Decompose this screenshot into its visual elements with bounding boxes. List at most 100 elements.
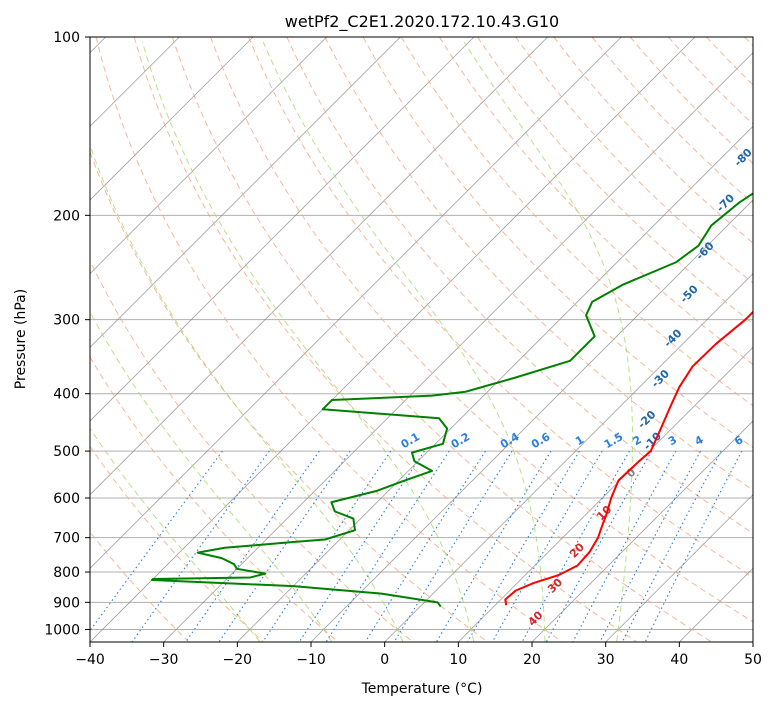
dry-adiabat-line: [706, 37, 753, 86]
mixing-ratio-line: [572, 450, 677, 642]
mixing-ratio-line: [185, 450, 320, 642]
dry-adiabat-line: [248, 37, 753, 578]
y-tick-label: 600: [53, 491, 80, 507]
mixing-ratio-line: [131, 450, 270, 642]
mixing-ratio-label: 8: [759, 433, 772, 448]
isotherm-line: [605, 494, 753, 642]
y-tick-label: 100: [53, 30, 80, 46]
dry-adiabat-line: [400, 37, 753, 407]
temperature-profile-line: [504, 310, 753, 606]
dry-adiabat-line: [324, 37, 753, 491]
adiabat-label: 40: [526, 608, 546, 628]
adiabat-label: -20: [635, 408, 658, 431]
profile-lines: [151, 192, 753, 608]
dry-adiabat-line: [210, 37, 753, 623]
x-tick-label: −20: [223, 652, 253, 668]
x-tick-label: 30: [597, 652, 615, 668]
y-tick-label: 300: [53, 313, 80, 329]
mixing-ratio-line: [621, 450, 722, 642]
axes: −40 −30 −20 −10 0 10 20 30 40 5010020030040050060…: [44, 30, 762, 668]
isotherm-line: [90, 37, 475, 422]
y-tick-label: 200: [53, 208, 80, 224]
x-tick-label: 10: [449, 652, 467, 668]
moist-adiabat-line: [90, 427, 261, 642]
y-tick-label: 500: [53, 444, 80, 460]
isotherm-line: [163, 52, 753, 642]
adiabat-label: -70: [714, 191, 737, 214]
dewpoint-profile-line: [151, 192, 753, 608]
adiabat-label: -90: [751, 98, 774, 121]
mixing-ratio-line: [599, 450, 702, 642]
x-tick-label: 50: [744, 652, 762, 668]
adiabat-label: -80: [732, 146, 755, 169]
dry-adiabat-line: [133, 37, 638, 642]
x-axis-title: Temperature (°C): [361, 681, 483, 697]
mixing-ratio-line: [364, 450, 486, 642]
mixing-ratio-line: [467, 450, 580, 642]
dry-adiabat-line: [90, 150, 488, 642]
y-tick-label: 900: [53, 595, 80, 611]
isotherm-line: [310, 199, 753, 642]
mixing-ratio-label: 3: [666, 433, 679, 448]
adiabat-label: -30: [649, 367, 672, 390]
mixing-ratio-label: 1: [573, 433, 586, 448]
mixing-ratio-line: [491, 450, 603, 642]
isotherm-line: [458, 346, 753, 642]
plot-frame: [89, 36, 754, 643]
x-tick-label: −30: [149, 652, 179, 668]
y-tick-label: 1000: [44, 622, 80, 638]
adiabat-label: -100: [767, 49, 775, 78]
dry-adiabat-line: [591, 37, 753, 204]
y-tick-label: 400: [53, 387, 80, 403]
mixing-ratio-line: [262, 450, 392, 642]
adiabat-label: -50: [678, 282, 701, 305]
line-labels: -100-90-80-70-60-50-40-30-20-10010203040…: [399, 49, 775, 628]
background-lines: [90, 37, 753, 642]
dry-adiabat-line: [90, 445, 264, 642]
dry-adiabat-line: [553, 37, 753, 244]
isotherm-line: [90, 37, 401, 348]
dry-adiabat-line: [95, 37, 563, 642]
x-tick-label: −10: [296, 652, 326, 668]
adiabat-label: -60: [693, 239, 716, 262]
moist-adiabat-line: [141, 41, 475, 642]
isotherm-line: [90, 37, 254, 201]
moist-adiabat-line: [262, 41, 546, 642]
mixing-ratio-label: 0.6: [529, 430, 553, 451]
y-tick-label: 700: [53, 531, 80, 547]
isotherm-line: [90, 37, 696, 642]
mixing-ratio-label: 1.5: [602, 430, 625, 451]
isotherm-line: [679, 567, 753, 642]
adiabat-label: -40: [661, 326, 684, 349]
isotherm-line: [384, 273, 753, 642]
mixing-ratio-line: [90, 450, 223, 632]
isotherm-line: [237, 125, 753, 642]
mixing-ratio-line: [393, 450, 513, 642]
moist-adiabat-line: [90, 310, 333, 642]
mixing-ratio-label: 0.1: [399, 430, 422, 451]
mixing-ratio-line: [298, 450, 425, 642]
mixing-ratio-line: [325, 450, 450, 642]
isotherm-line: [531, 420, 753, 642]
dry-adiabat-line: [171, 37, 712, 642]
dry-adiabat-line: [744, 37, 753, 47]
mixing-ratio-label: 0.4: [498, 430, 522, 451]
x-tick-label: 20: [523, 652, 541, 668]
isotherm-line: [90, 37, 548, 496]
dry-adiabat-line: [362, 37, 753, 449]
dry-adiabat-line: [90, 259, 414, 642]
x-tick-label: 0: [380, 652, 389, 668]
moist-adiabat-line: [90, 144, 404, 642]
dry-adiabat-line: [90, 356, 339, 642]
isotherm-line: [90, 37, 622, 569]
mixing-ratio-label: 6: [732, 433, 745, 448]
mixing-ratio-line: [545, 450, 653, 642]
mixing-ratio-line: [435, 450, 552, 642]
x-tick-label: 40: [670, 652, 688, 668]
y-tick-label: 800: [53, 565, 80, 581]
y-axis-title: Pressure (hPa): [13, 289, 29, 389]
dry-adiabat-line: [286, 37, 753, 534]
isotherm-line: [90, 37, 327, 275]
